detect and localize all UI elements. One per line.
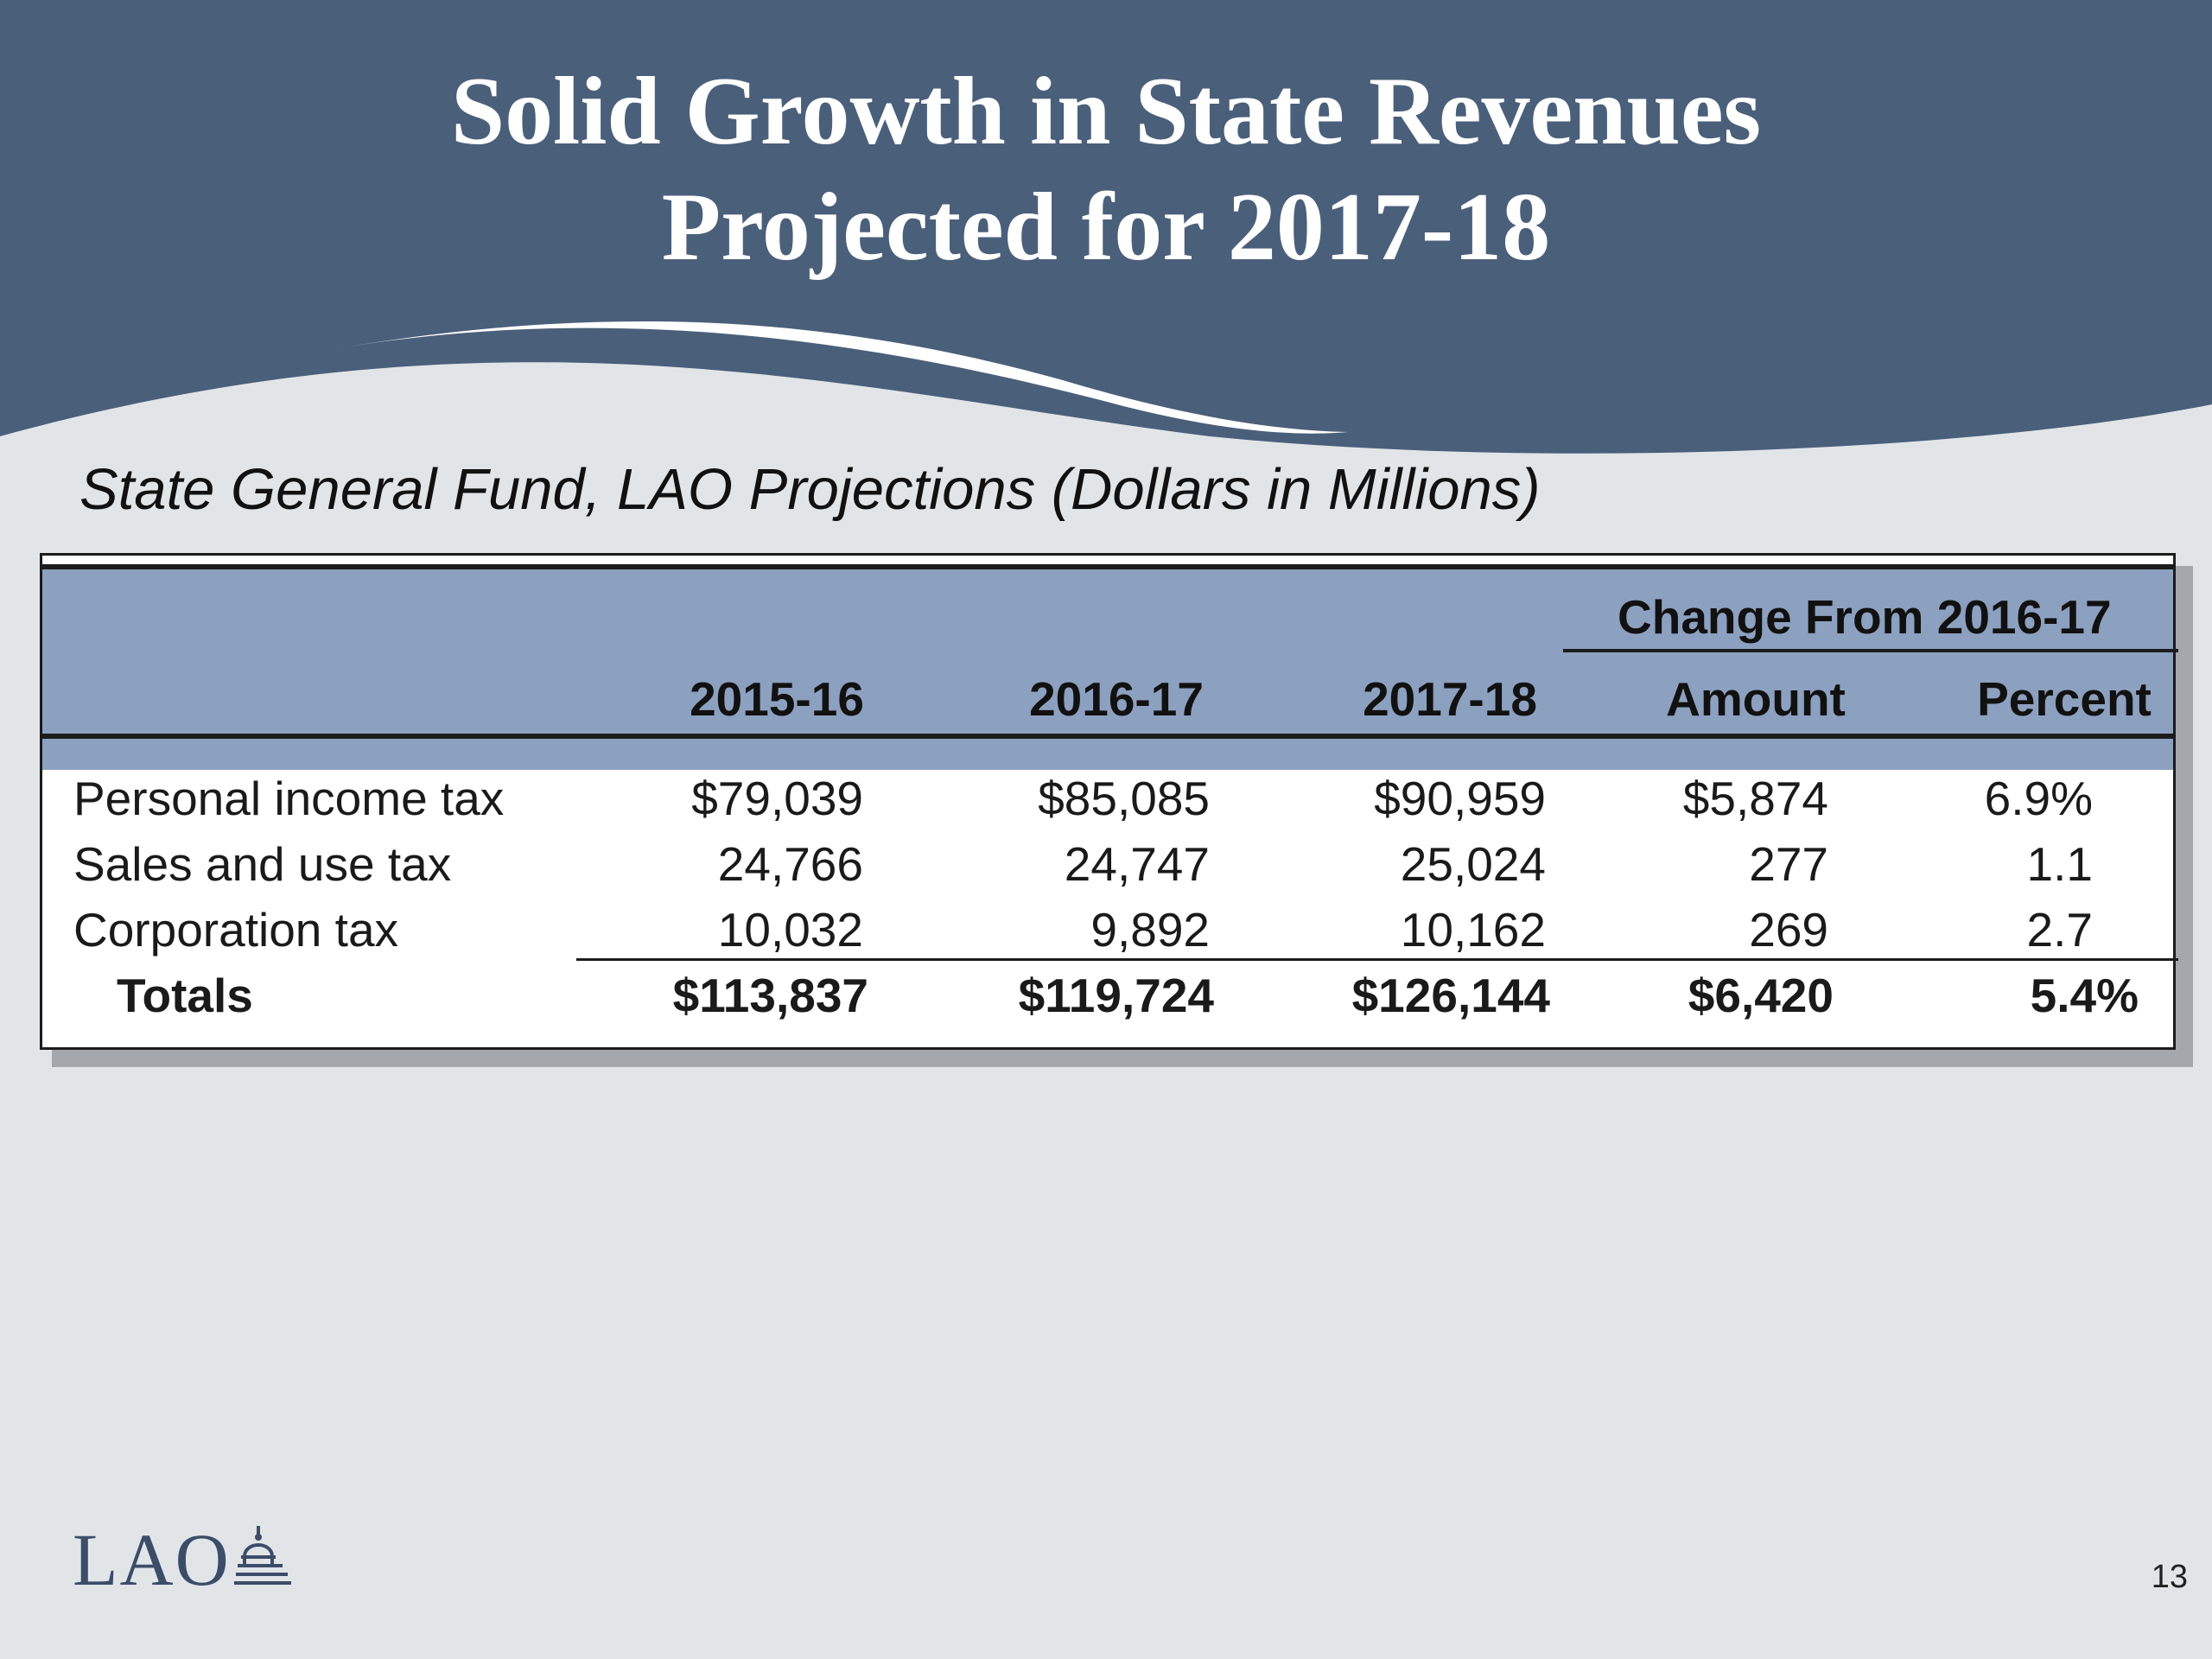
title-line-1: Solid Growth in State Revenues bbox=[450, 58, 1762, 165]
table-header-rule bbox=[42, 734, 2173, 739]
table-subtitle: State General Fund, LAO Projections (Dol… bbox=[79, 457, 1541, 522]
cell-totals-2015-16: $113,837 bbox=[672, 969, 868, 1022]
cell-corporation-2016-17: 9,892 bbox=[1090, 903, 1210, 957]
column-header-percent: Percent bbox=[1977, 672, 2152, 726]
title-line-2: Projected for 2017-18 bbox=[661, 174, 1551, 281]
cell-personal-percent: 6.9% bbox=[1984, 772, 2093, 825]
cell-totals-percent: 5.4% bbox=[2030, 969, 2139, 1022]
row-label-personal-income-tax: Personal income tax bbox=[73, 772, 505, 825]
group-header-rule bbox=[1563, 649, 2178, 652]
cell-totals-2017-18: $126,144 bbox=[1351, 969, 1550, 1022]
cell-totals-2016-17: $119,724 bbox=[1018, 969, 1214, 1022]
cell-sales-2017-18: 25,024 bbox=[1400, 837, 1546, 891]
revenue-table: Change From 2016-17 2015-16 2016-17 2017… bbox=[40, 553, 2178, 1050]
cell-corporation-2017-18: 10,162 bbox=[1400, 903, 1546, 957]
header-banner bbox=[0, 0, 2212, 454]
slide-title: Solid Growth in State Revenues Projected… bbox=[0, 54, 2212, 285]
cell-personal-2016-17: $85,085 bbox=[1038, 772, 1210, 825]
cell-personal-2015-16: $79,039 bbox=[691, 772, 863, 825]
group-header-change: Change From 2016-17 bbox=[1618, 590, 2112, 644]
cell-corporation-2015-16: 10,032 bbox=[717, 903, 863, 957]
logo-text: LAO bbox=[73, 1518, 231, 1601]
lao-logo: LAO bbox=[73, 1512, 293, 1599]
row-label-sales-and-use-tax: Sales and use tax bbox=[73, 837, 452, 891]
table-top-rule bbox=[42, 564, 2173, 569]
cell-sales-percent: 1.1 bbox=[2026, 837, 2093, 891]
cell-sales-amount: 277 bbox=[1749, 837, 1828, 891]
cell-corporation-amount: 269 bbox=[1749, 903, 1828, 957]
capitol-dome-icon bbox=[233, 1526, 291, 1585]
cell-corporation-percent: 2.7 bbox=[2026, 903, 2093, 957]
totals-rule bbox=[576, 958, 2178, 961]
column-header-2016-17: 2016-17 bbox=[1029, 672, 1204, 726]
row-label-corporation-tax: Corporation tax bbox=[73, 903, 399, 957]
page-number: 13 bbox=[2151, 1559, 2188, 1595]
row-label-totals: Totals bbox=[117, 969, 253, 1022]
cell-sales-2015-16: 24,766 bbox=[717, 837, 863, 891]
cell-personal-amount: $5,874 bbox=[1682, 772, 1828, 825]
column-header-2017-18: 2017-18 bbox=[1363, 672, 1537, 726]
column-header-2015-16: 2015-16 bbox=[690, 672, 864, 726]
cell-personal-2017-18: $90,959 bbox=[1374, 772, 1546, 825]
column-header-amount: Amount bbox=[1666, 672, 1846, 726]
cell-sales-2016-17: 24,747 bbox=[1064, 837, 1210, 891]
cell-totals-amount: $6,420 bbox=[1688, 969, 1834, 1022]
